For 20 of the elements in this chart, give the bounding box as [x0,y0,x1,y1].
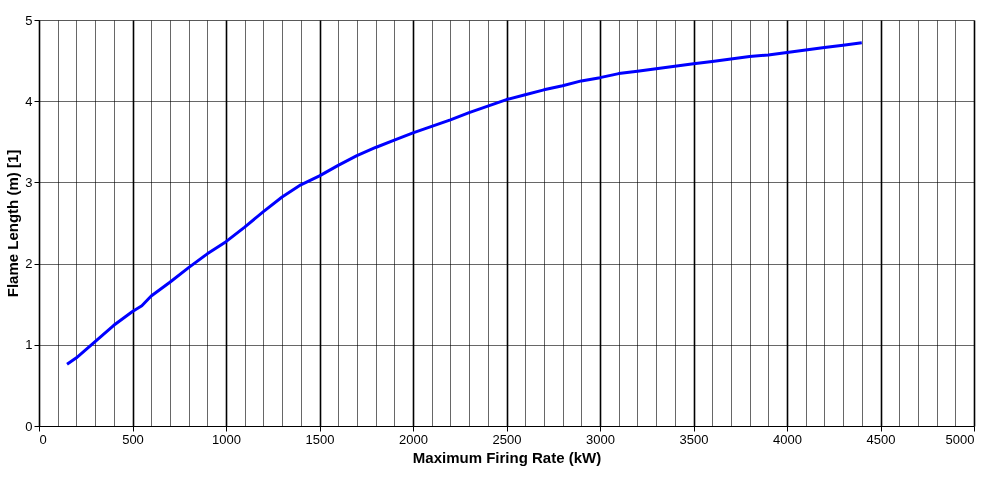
x-tick-label: 0 [39,431,47,447]
y-tick-label: 4 [25,93,33,109]
x-tick-label: 2500 [492,431,522,447]
y-tick-label: 2 [25,256,33,272]
x-tick-label: 5000 [945,431,975,447]
y-axis-title: Flame Length (m) [1] [4,149,22,298]
x-tick-label: 2000 [399,431,428,447]
y-tick-label: 0 [25,418,33,434]
x-tick-label: 3000 [586,431,615,447]
x-tick-label: 3500 [679,431,709,447]
x-tick-label: 1000 [212,431,241,447]
y-tick-label: 1 [25,337,33,353]
x-tick-label: 4000 [773,431,802,447]
line-series [65,41,864,366]
x-axis-title: Maximum Firing Rate (kW) [412,448,602,466]
x-tick-label: 1500 [305,431,335,447]
y-tick-label: 5 [25,12,33,28]
y-tick-label: 3 [25,174,33,190]
x-tick-label: 500 [122,431,144,447]
x-tick-label: 4500 [866,431,896,447]
